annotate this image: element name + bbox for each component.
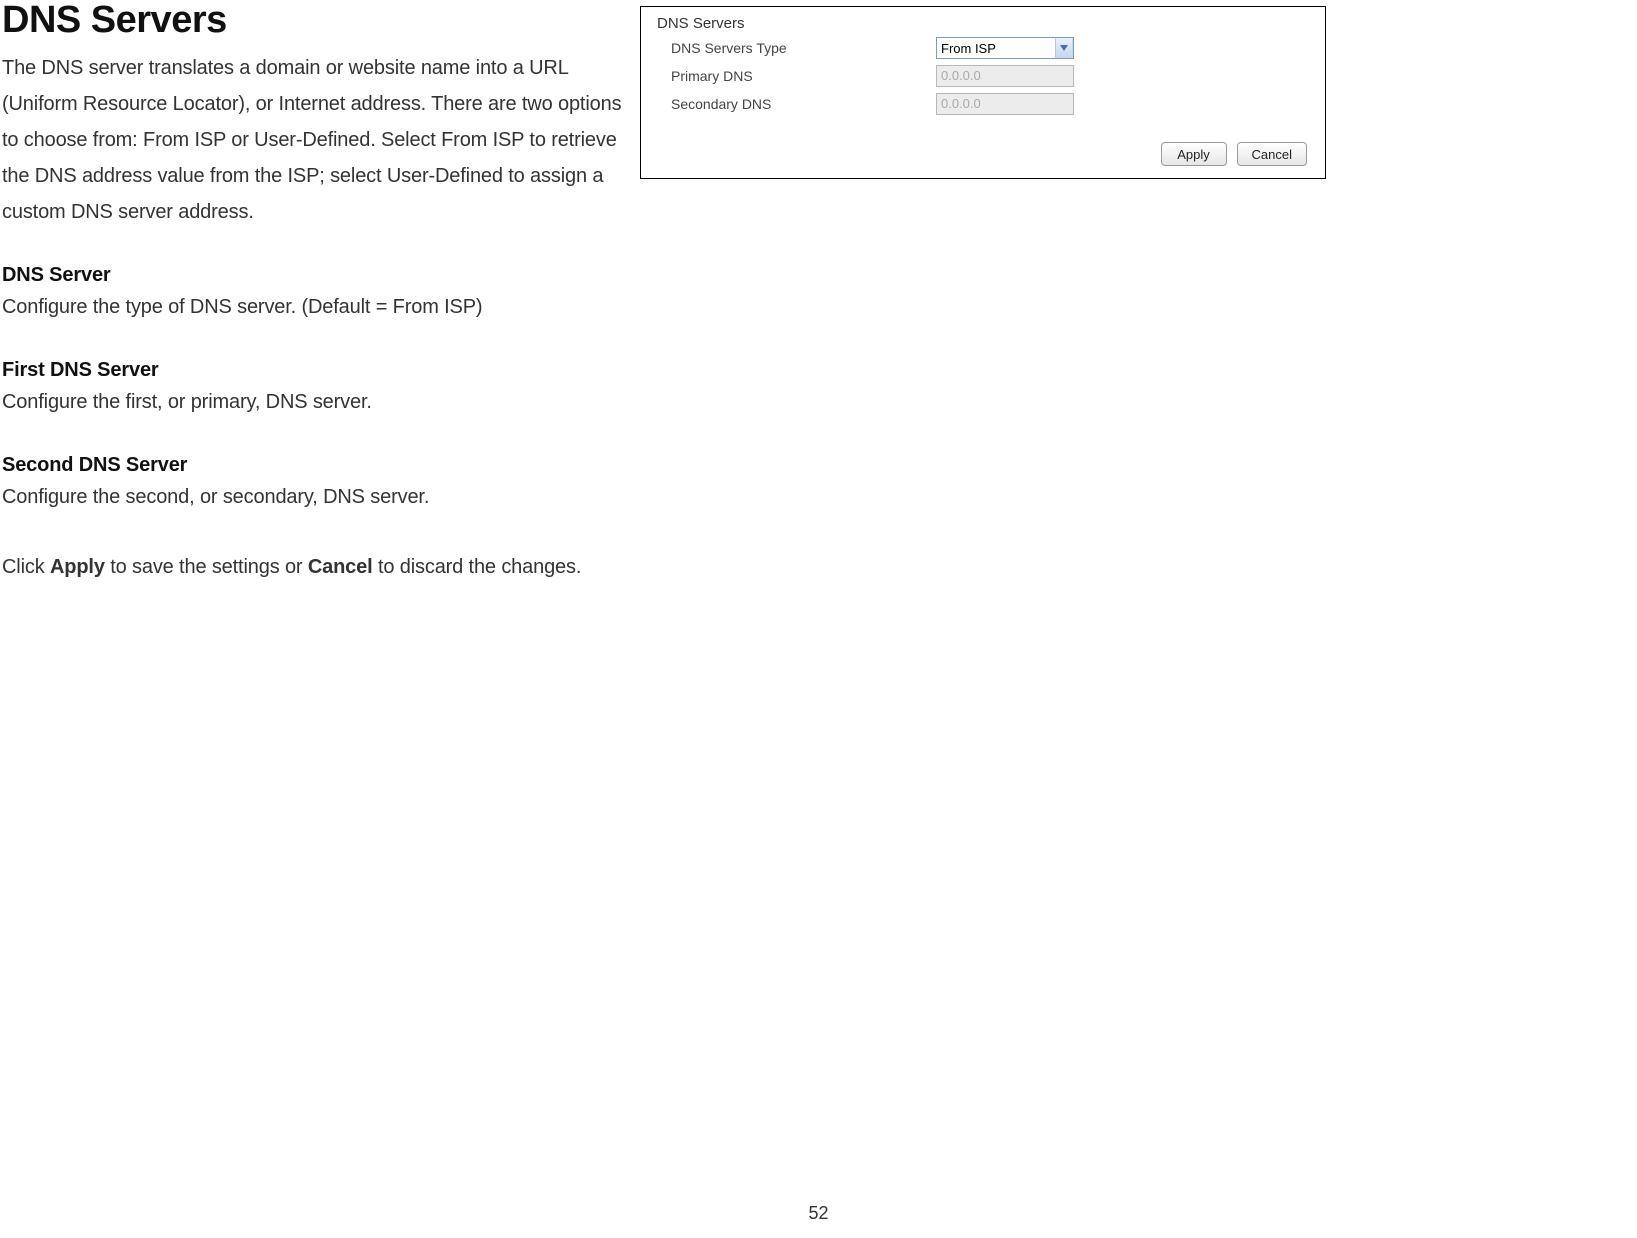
label-dns-type: DNS Servers Type: [671, 40, 936, 56]
page-number: 52: [0, 1203, 1637, 1224]
apply-button[interactable]: Apply: [1161, 142, 1227, 166]
section-body-dns-server: Configure the type of DNS server. (Defau…: [2, 289, 640, 325]
intro-paragraph: The DNS server translates a domain or we…: [2, 50, 640, 230]
input-secondary-dns: 0.0.0.0: [936, 93, 1074, 115]
section-heading-second-dns: Second DNS Server: [2, 454, 640, 477]
page-title: DNS Servers: [2, 0, 640, 42]
section-body-second-dns: Configure the second, or secondary, DNS …: [2, 479, 640, 515]
chevron-down-icon: [1055, 38, 1073, 58]
row-dns-type: DNS Servers Type From ISP: [653, 34, 1313, 62]
panel-group-title: DNS Servers: [653, 13, 1313, 34]
closing-paragraph: Click Apply to save the settings or Canc…: [2, 549, 640, 585]
label-primary-dns: Primary DNS: [671, 68, 936, 84]
page-container: DNS Servers The DNS server translates a …: [0, 0, 1637, 1238]
cancel-button[interactable]: Cancel: [1237, 142, 1307, 166]
input-primary-dns: 0.0.0.0: [936, 65, 1074, 87]
closing-bold-apply: Apply: [50, 556, 105, 578]
closing-text: Click: [2, 556, 50, 578]
closing-text: to discard the changes.: [373, 556, 582, 578]
closing-bold-cancel: Cancel: [308, 556, 373, 578]
select-dns-type-value: From ISP: [941, 41, 996, 56]
section-heading-first-dns: First DNS Server: [2, 359, 640, 382]
row-secondary-dns: Secondary DNS 0.0.0.0: [653, 90, 1313, 118]
section-heading-dns-server: DNS Server: [2, 264, 640, 287]
section-body-first-dns: Configure the first, or primary, DNS ser…: [2, 384, 640, 420]
select-dns-type[interactable]: From ISP: [936, 37, 1074, 59]
dns-servers-panel: DNS Servers DNS Servers Type From ISP Pr…: [640, 6, 1326, 179]
row-primary-dns: Primary DNS 0.0.0.0: [653, 62, 1313, 90]
doc-left-column: DNS Servers The DNS server translates a …: [0, 0, 640, 585]
panel-button-row: Apply Cancel: [653, 142, 1313, 166]
label-secondary-dns: Secondary DNS: [671, 96, 936, 112]
closing-text: to save the settings or: [105, 556, 308, 578]
